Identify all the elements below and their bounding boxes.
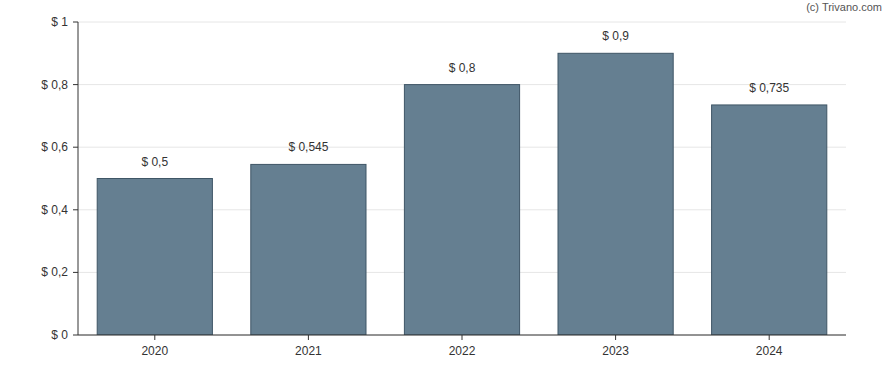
y-tick-label: $ 0,2 (41, 265, 68, 279)
y-tick (73, 209, 78, 210)
x-tick (154, 335, 155, 340)
bar (712, 105, 827, 335)
chart: $ 0 $ 0,2 $ 0,4 $ 0,6 $ 0,8 $ 1 $ 0,5 $ 0,545 $ … (0, 0, 888, 370)
y-tick (73, 22, 78, 23)
x-tick (615, 335, 616, 340)
grid-line (78, 22, 846, 23)
bar (251, 164, 366, 335)
data-label: $ 0,545 (288, 140, 328, 154)
y-tick (73, 147, 78, 148)
x-tick-label: 2024 (756, 344, 783, 358)
x-tick-label: 2020 (141, 344, 168, 358)
bar (558, 53, 673, 335)
bar (97, 179, 212, 336)
y-tick (73, 272, 78, 273)
x-tick (462, 335, 463, 340)
x-tick (769, 335, 770, 340)
y-tick (73, 84, 78, 85)
data-label: $ 0,735 (749, 81, 789, 95)
y-axis (78, 22, 79, 335)
x-tick-label: 2023 (602, 344, 629, 358)
x-tick-label: 2021 (295, 344, 322, 358)
x-tick (308, 335, 309, 340)
data-label: $ 0,9 (602, 29, 629, 43)
bar (404, 85, 519, 335)
credit: (c) Trivano.com (806, 1, 882, 13)
data-label: $ 0,5 (141, 155, 168, 169)
y-tick-label: $ 0 (51, 328, 68, 342)
y-tick-label: $ 1 (51, 15, 68, 29)
y-tick-label: $ 0,8 (41, 78, 68, 92)
x-tick-label: 2022 (449, 344, 476, 358)
x-axis (78, 335, 846, 336)
data-label: $ 0,8 (449, 61, 476, 75)
y-tick-label: $ 0,6 (41, 140, 68, 154)
y-tick (73, 335, 78, 336)
bars (97, 53, 827, 335)
grid-line (78, 335, 846, 336)
y-tick-label: $ 0,4 (41, 203, 68, 217)
